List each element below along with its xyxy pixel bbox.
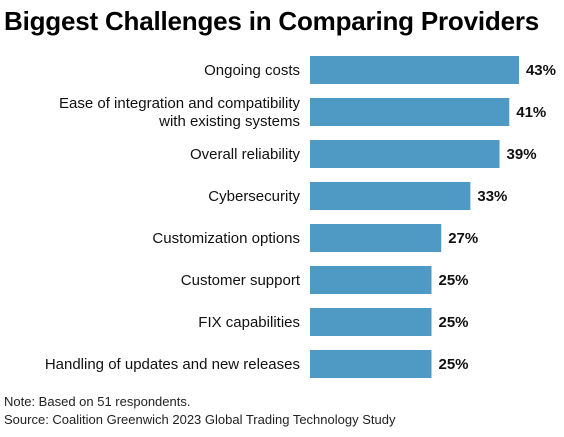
category-label: with existing systems — [158, 113, 300, 130]
category-label: Overall reliability — [190, 146, 301, 163]
bar — [310, 266, 432, 294]
category-label: Ongoing costs — [204, 62, 300, 79]
data-label: 25% — [439, 314, 469, 331]
category-label: Ease of integration and compatibility — [59, 95, 300, 112]
data-label: 33% — [477, 188, 507, 205]
bar — [310, 56, 519, 84]
bar — [310, 140, 500, 168]
chart-note: Note: Based on 51 respondents. — [4, 394, 191, 409]
chart-title: Biggest Challenges in Comparing Provider… — [4, 6, 540, 36]
data-label: 25% — [439, 356, 469, 373]
data-label: 41% — [516, 104, 546, 121]
bar — [310, 350, 432, 378]
bar — [310, 224, 442, 252]
category-label: Handling of updates and new releases — [45, 356, 300, 373]
category-label: Customization options — [152, 230, 300, 247]
bar — [310, 182, 471, 210]
category-label: Customer support — [181, 272, 301, 289]
data-label: 43% — [526, 62, 556, 79]
bar — [310, 98, 510, 126]
category-label: Cybersecurity — [208, 188, 300, 205]
category-label: FIX capabilities — [198, 314, 300, 331]
data-label: 27% — [448, 230, 478, 247]
data-label: 39% — [507, 146, 537, 163]
bar — [310, 308, 432, 336]
data-label: 25% — [439, 272, 469, 289]
chart-source: Source: Coalition Greenwich 2023 Global … — [4, 412, 396, 427]
